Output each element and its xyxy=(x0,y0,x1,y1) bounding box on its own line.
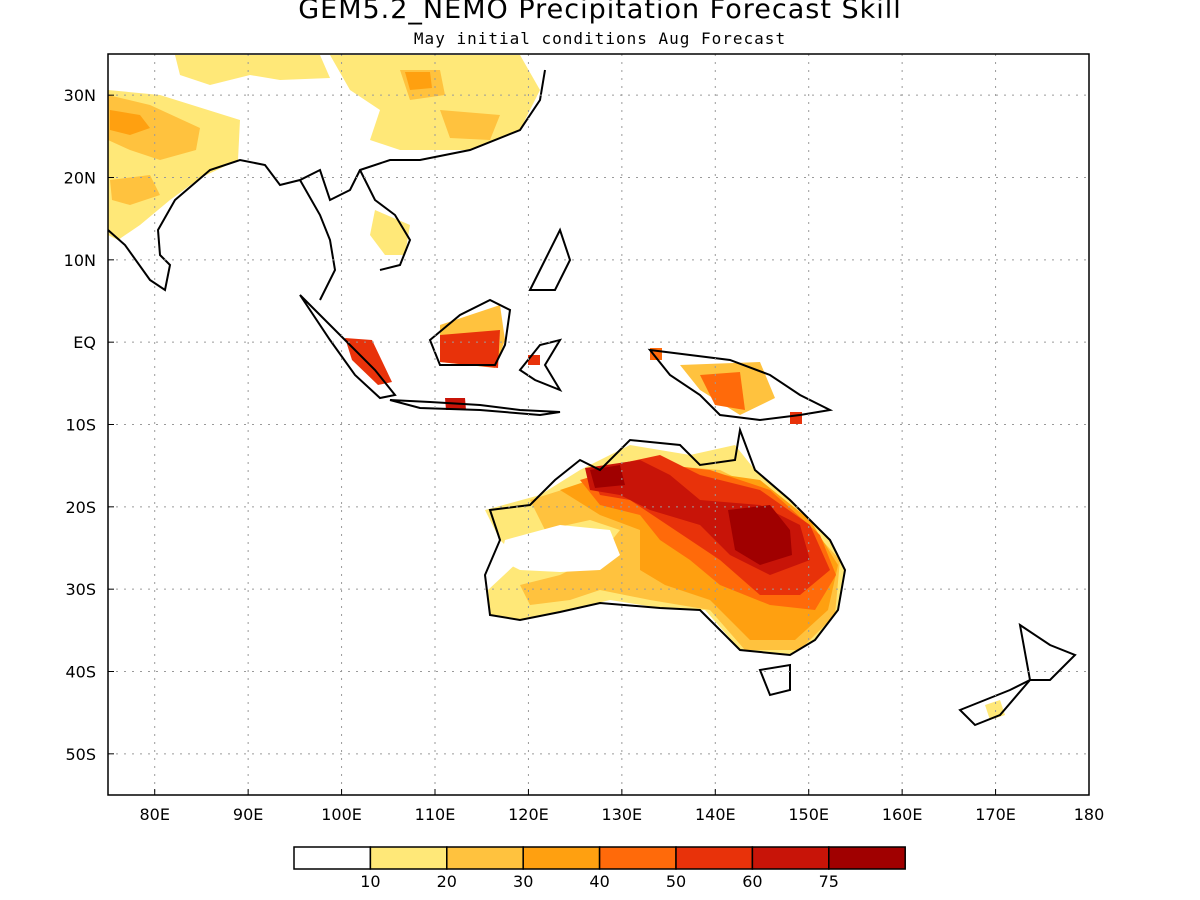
colorbar: 10 20 30 40 50 60 75 xyxy=(293,846,906,891)
lon-tick-label: 180 xyxy=(1074,805,1105,824)
skill-shading xyxy=(108,55,1005,720)
lon-tick-label: 80E xyxy=(139,805,169,824)
colorbar-label: 10 xyxy=(360,872,380,891)
lat-tick-label: EQ xyxy=(73,333,96,352)
latitude-labels: 30N 20N 10N EQ 10S 20S 30S 40S 50S xyxy=(64,86,114,764)
map-subtitle: May initial conditions Aug Forecast xyxy=(413,29,787,48)
colorbar-label: 40 xyxy=(589,872,609,891)
lon-tick-label: 170E xyxy=(975,805,1016,824)
graticule xyxy=(108,54,1089,795)
lon-tick-label: 100E xyxy=(321,805,362,824)
lat-tick-label: 30N xyxy=(64,86,96,105)
colorbar-swatch xyxy=(369,846,448,870)
lon-tick-label: 160E xyxy=(882,805,923,824)
longitude-labels: 80E 90E 100E 110E 120E 130E 140E 150E 160E 170E 18… xyxy=(139,789,1104,824)
colorbar-swatch xyxy=(598,846,677,870)
lat-tick-label: 10N xyxy=(64,251,96,270)
lon-tick-label: 90E xyxy=(233,805,263,824)
colorbar-swatch xyxy=(522,846,601,870)
colorbar-swatch xyxy=(828,846,906,870)
coastlines xyxy=(108,69,1077,727)
colorbar-swatch xyxy=(675,846,754,870)
colorbar-label: 75 xyxy=(819,872,839,891)
lon-tick-label: 140E xyxy=(695,805,736,824)
lon-tick-label: 130E xyxy=(602,805,643,824)
colorbar-label: 50 xyxy=(666,872,686,891)
lat-tick-label: 40S xyxy=(65,663,96,682)
lon-tick-label: 150E xyxy=(788,805,829,824)
colorbar-label: 30 xyxy=(513,872,533,891)
lat-tick-label: 50S xyxy=(65,745,96,764)
colorbar-swatch xyxy=(293,846,372,870)
colorbar-label: 20 xyxy=(437,872,457,891)
colorbar-label: 60 xyxy=(742,872,762,891)
lat-tick-label: 20N xyxy=(64,169,96,188)
lat-tick-label: 20S xyxy=(65,498,96,517)
lat-tick-label: 30S xyxy=(65,580,96,599)
lon-tick-label: 110E xyxy=(415,805,456,824)
lon-tick-label: 120E xyxy=(508,805,549,824)
map-title: GEM5.2_NEMO Precipitation Forecast Skill xyxy=(298,0,902,25)
colorbar-swatch xyxy=(446,846,524,870)
colorbar-swatch xyxy=(751,846,830,870)
lat-tick-label: 10S xyxy=(65,416,96,435)
